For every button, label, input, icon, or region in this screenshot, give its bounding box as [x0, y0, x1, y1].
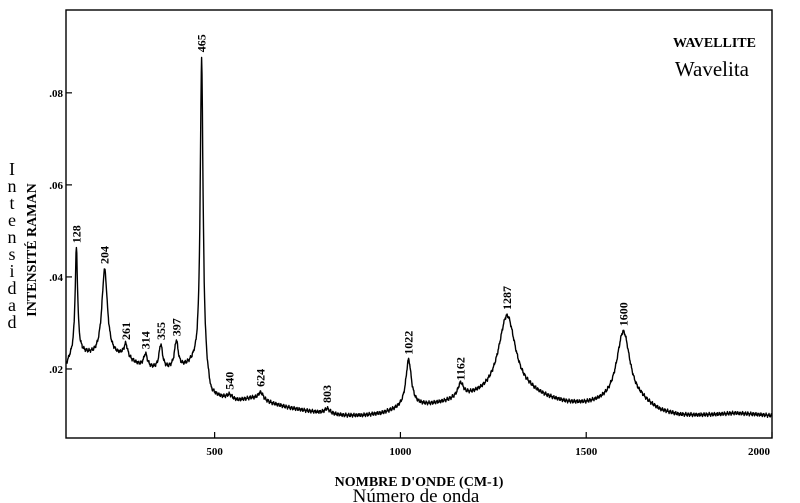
x-axis-label: NOMBRE D'ONDE (CM-1) [335, 475, 504, 490]
peak-label: 204 [98, 246, 112, 264]
y-axis-label: INTENSITÉ RAMAN [23, 183, 40, 316]
peak-label: 540 [223, 372, 237, 390]
x-axis-label-secondary: Número de onda [353, 486, 480, 503]
chart-subtitle: Wavelita [675, 57, 750, 81]
plot-frame [65, 9, 773, 439]
peak-label: 397 [169, 318, 183, 336]
spectrum-line [65, 56, 773, 418]
peak-label: 314 [139, 331, 153, 349]
peak-label: 128 [69, 225, 83, 243]
y-axis-label-secondary-char: n [8, 227, 17, 247]
y-axis-label-secondary-char: s [8, 244, 15, 264]
peak-label: 624 [254, 369, 268, 387]
peak-label: 355 [154, 322, 168, 340]
peak-label: 1022 [402, 331, 416, 355]
peak-label: 1162 [454, 357, 468, 380]
peak-label: 803 [320, 385, 334, 403]
y-axis-label-secondary-char: n [8, 176, 17, 196]
y-tick-label: .08 [49, 88, 63, 100]
y-axis-label-secondary-char: e [8, 210, 16, 230]
y-axis-label-secondary-char: i [9, 261, 14, 281]
y-tick-label: .02 [49, 364, 63, 376]
y-axis: .02 .04 .06 .08 [49, 88, 72, 376]
y-axis-label-secondary-char: I [9, 159, 15, 179]
y-axis-label-secondary-char: d [8, 278, 17, 298]
y-axis-label-secondary-char: a [8, 295, 16, 315]
y-axis-label-secondary-char: t [9, 193, 14, 213]
y-tick-label: .04 [49, 272, 63, 284]
peak-label: 1287 [500, 286, 514, 310]
x-axis: 500 1000 1500 2000 [206, 432, 773, 458]
peak-label: 465 [195, 34, 209, 52]
x-tick-label: 2000 [748, 446, 771, 458]
y-axis-label-secondary-char: d [8, 312, 17, 332]
x-tick-label: 1500 [575, 446, 598, 458]
x-tick-label: 500 [206, 446, 223, 458]
y-tick-label: .06 [49, 180, 63, 192]
x-tick-label: 1000 [389, 446, 412, 458]
peak-label: 261 [119, 322, 133, 340]
chart-title: WAVELLITE [673, 36, 756, 51]
peak-label: 1600 [616, 302, 630, 326]
